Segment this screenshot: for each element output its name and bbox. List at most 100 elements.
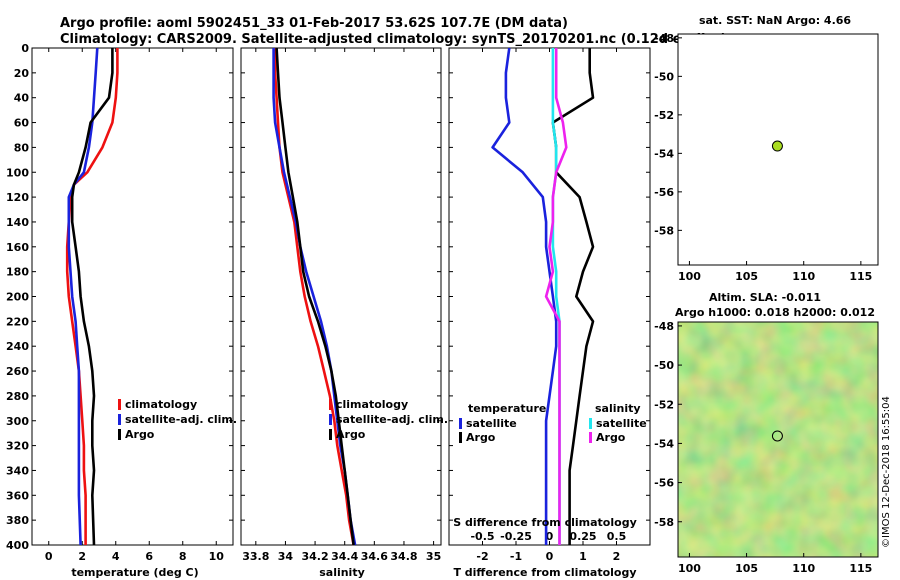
legend-label: Argo <box>596 431 626 444</box>
y-tick-label: 340 <box>6 464 29 477</box>
legend-label: satellite <box>466 417 517 430</box>
sla-map-title-2: Argo h1000: 0.018 h2000: 0.012 <box>675 306 875 319</box>
y-tick-label: 40 <box>14 92 30 105</box>
x-tick-label: 35 <box>426 550 441 563</box>
series-line-climatology <box>65 48 119 545</box>
legend-label: Argo <box>336 428 366 441</box>
top-tick-label: 0.5 <box>607 530 627 543</box>
plot-frame <box>31 47 234 546</box>
temperature-panel: 0204060801001201401601802002202402602803… <box>6 42 237 579</box>
y-tick-label: 240 <box>6 340 29 353</box>
y-tick-label: 160 <box>6 241 29 254</box>
x-tick-label: 4 <box>112 550 120 563</box>
legend-label: climatology <box>125 398 197 411</box>
y-tick-label: 220 <box>6 315 29 328</box>
map-y-tick-label: -56 <box>654 477 674 490</box>
map-x-tick-label: 100 <box>678 562 701 575</box>
temperature-axes: 0204060801001201401601802002202402602803… <box>6 42 234 563</box>
map-y-tick-label: -48 <box>654 32 674 45</box>
map-frame <box>677 321 879 558</box>
x-tick-label: 8 <box>179 550 187 563</box>
legend-label: Argo <box>125 428 155 441</box>
legend-swatch <box>459 432 462 443</box>
sla-map-panel: Altim. SLA: -0.011 Argo h1000: 0.018 h20… <box>654 291 892 575</box>
y-tick-label: 360 <box>6 489 29 502</box>
x-tick-label: 2 <box>78 550 86 563</box>
map-x-tick-label: 115 <box>849 270 872 283</box>
title-line-1: Argo profile: aoml 5902451_33 01-Feb-201… <box>60 16 568 31</box>
legend-label: Argo <box>466 431 496 444</box>
x-tick-label: 0 <box>546 550 554 563</box>
map-y-tick-label: -54 <box>654 437 674 450</box>
map-frame <box>677 33 879 266</box>
y-tick-label: 20 <box>14 67 30 80</box>
legend-swatch <box>118 399 121 410</box>
salinity-axes: 33.8 34 34.2 34.4 34.6 34.8 35 <box>240 47 442 563</box>
difference-xlabel: T difference from climatology <box>453 566 636 579</box>
map-y-tick-label: -48 <box>654 320 674 333</box>
x-tick-label: 34.4 <box>331 550 358 563</box>
sla-map-title-1: Altim. SLA: -0.011 <box>709 291 821 304</box>
y-tick-label: 280 <box>6 390 29 403</box>
sst-map-title: sat. SST: NaN Argo: 4.66 <box>699 14 851 27</box>
legend-swatch <box>118 429 121 440</box>
y-tick-label: 0 <box>21 42 29 55</box>
y-tick-label: 80 <box>14 141 30 154</box>
map-x-tick-label: 105 <box>735 562 758 575</box>
map-y-tick-label: -54 <box>654 147 674 160</box>
series-line-argo <box>275 47 355 546</box>
temperature-legend: climatology satellite-adj. clim. Argo <box>118 398 237 441</box>
argo-location-marker <box>771 430 783 442</box>
heatmap-field <box>678 322 878 557</box>
map-y-tick-label: -52 <box>654 398 674 411</box>
y-tick-label: 400 <box>6 539 29 552</box>
x-tick-label: 34.8 <box>390 550 417 563</box>
legend-swatch <box>329 414 332 425</box>
legend-swatch <box>118 414 121 425</box>
y-tick-label: 320 <box>6 440 29 453</box>
plot-frame <box>448 47 651 546</box>
map-x-tick-label: 110 <box>792 562 815 575</box>
top-tick-label: -0.5 <box>470 530 494 543</box>
y-tick-label: 180 <box>6 266 29 279</box>
x-tick-label: 34.2 <box>302 550 329 563</box>
legend-swatch <box>589 418 592 429</box>
series-line-s-argo <box>544 48 568 545</box>
map-y-tick-label: -50 <box>654 70 674 83</box>
x-tick-label: -1 <box>510 550 522 563</box>
y-tick-label: 140 <box>6 216 29 229</box>
x-tick-label: 6 <box>145 550 153 563</box>
map-x-tick-label: 105 <box>735 270 758 283</box>
legend-swatch <box>459 418 462 429</box>
legend-label: satellite-adj. clim. <box>125 413 237 426</box>
salinity-legend: climatology satellite-adj. clim. Argo <box>329 398 448 441</box>
top-tick-label: 0.25 <box>569 530 596 543</box>
series-line-satellite-adj-clim- <box>67 47 99 546</box>
map-y-tick-label: -50 <box>654 359 674 372</box>
x-tick-label: -2 <box>476 550 488 563</box>
legend-swatch <box>329 429 332 440</box>
legend-swatch <box>329 399 332 410</box>
y-tick-label: 200 <box>6 291 29 304</box>
top-tick-label: -0.25 <box>500 530 532 543</box>
x-tick-label: 1 <box>579 550 587 563</box>
map-y-tick-label: -58 <box>654 516 674 529</box>
salinity-xlabel: salinity <box>319 566 365 579</box>
top-tick-label: 0 <box>546 530 554 543</box>
y-tick-label: 100 <box>6 166 29 179</box>
map-x-tick-label: 115 <box>849 562 872 575</box>
argo-location-marker <box>771 140 783 152</box>
difference-top-label: S difference from climatology <box>453 516 637 529</box>
x-tick-label: 2 <box>613 550 621 563</box>
map-x-tick-label: 100 <box>678 270 701 283</box>
salinity-lines <box>272 47 357 546</box>
salinity-panel: 33.8 34 34.2 34.4 34.6 34.8 35 climatology sate… <box>240 47 448 579</box>
legend-label: satellite-adj. clim. <box>336 413 448 426</box>
y-tick-label: 380 <box>6 514 29 527</box>
series-line-t-satellite <box>491 47 558 545</box>
x-tick-label: 34 <box>278 550 294 563</box>
difference-axes: -2 -1 0 1 2 -0.5 -0.25 0 0.25 0.5 <box>448 47 651 563</box>
y-tick-label: 60 <box>14 117 30 130</box>
y-tick-label: 300 <box>6 415 29 428</box>
legend-title-temperature: temperature <box>468 402 546 415</box>
